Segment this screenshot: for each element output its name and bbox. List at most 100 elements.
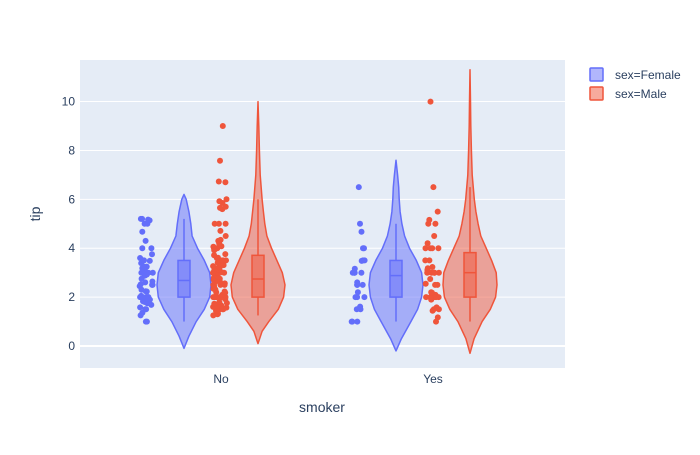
data-point: [223, 304, 230, 311]
data-point: [358, 228, 365, 235]
data-point: [427, 98, 434, 105]
data-point: [222, 179, 229, 186]
data-point: [148, 245, 155, 252]
data-point: [145, 216, 152, 223]
data-point: [424, 265, 431, 272]
data-point: [217, 236, 224, 243]
legend-swatch: [589, 67, 604, 82]
data-point: [211, 300, 218, 307]
data-point: [216, 198, 223, 205]
data-point: [212, 293, 219, 300]
data-point: [222, 220, 229, 227]
data-point: [222, 251, 229, 258]
data-point: [424, 240, 431, 247]
data-point: [139, 215, 146, 222]
data-point: [361, 294, 368, 301]
data-point: [430, 184, 437, 191]
data-point: [434, 208, 441, 215]
data-point: [146, 257, 153, 264]
data-point: [426, 257, 433, 264]
data-point: [360, 245, 366, 252]
data-point: [434, 314, 441, 321]
data-point: [427, 245, 434, 252]
data-point: [215, 220, 222, 227]
data-point: [435, 269, 442, 276]
data-point: [210, 263, 217, 270]
data-point: [429, 264, 436, 270]
data-point: [141, 220, 148, 227]
data-point: [433, 304, 440, 311]
data-point: [142, 237, 149, 244]
data-point: [432, 281, 439, 288]
box-iqr: [177, 259, 191, 298]
legend[interactable]: sex=Female sex=Male: [589, 67, 681, 101]
data-point: [215, 178, 222, 185]
data-point: [143, 306, 150, 313]
data-point: [138, 292, 145, 299]
data-point: [351, 265, 358, 272]
data-point: [137, 255, 144, 261]
x-tick-label: Yes: [423, 372, 443, 386]
data-point: [217, 157, 223, 164]
data-point: [357, 303, 364, 310]
data-point: [217, 227, 224, 234]
data-point: [137, 281, 144, 288]
data-point: [210, 243, 217, 250]
y-tick-label: 0: [68, 339, 75, 353]
legend-label: sex=Female: [615, 68, 681, 82]
data-point: [431, 233, 438, 239]
x-tick-label: No: [213, 372, 229, 386]
y-tick-label: 8: [68, 143, 75, 157]
data-point: [423, 294, 430, 301]
data-point: [431, 269, 438, 276]
data-point: [348, 318, 355, 325]
data-point: [149, 278, 156, 285]
data-point: [139, 228, 146, 235]
data-point: [432, 220, 439, 227]
data-point: [422, 257, 429, 264]
y-tick-label: 10: [62, 95, 76, 109]
data-point: [354, 294, 361, 301]
data-point: [422, 280, 429, 287]
data-point: [149, 251, 155, 258]
y-tick-label: 4: [68, 241, 75, 255]
data-point: [422, 245, 429, 252]
data-point: [354, 318, 361, 325]
data-point: [354, 279, 361, 286]
data-point: [211, 252, 218, 259]
box-iqr: [389, 259, 403, 298]
data-point: [359, 281, 366, 288]
data-point: [355, 184, 362, 191]
data-point: [428, 289, 435, 296]
data-point: [358, 269, 365, 276]
data-point: [219, 123, 226, 129]
data-point: [357, 220, 363, 227]
data-point: [354, 289, 361, 296]
plot-background: [80, 60, 565, 368]
legend-swatch: [589, 86, 604, 101]
box-iqr: [251, 254, 265, 298]
legend-label: sex=Male: [615, 87, 667, 101]
data-point: [361, 257, 368, 264]
y-axis-title: tip: [27, 206, 43, 221]
y-tick-label: 2: [68, 290, 75, 304]
box-iqr: [463, 251, 477, 298]
data-point: [426, 216, 433, 223]
data-point: [221, 280, 228, 287]
data-point: [139, 245, 146, 252]
data-point: [435, 245, 442, 252]
data-point: [222, 233, 229, 239]
data-point: [221, 288, 228, 295]
data-point: [143, 318, 150, 325]
data-point: [427, 276, 434, 282]
data-point: [217, 204, 223, 211]
data-point: [223, 196, 230, 203]
chart-marks: [136, 69, 498, 355]
data-point: [433, 294, 439, 301]
data-point: [149, 269, 156, 276]
x-axis-title: smoker: [299, 399, 345, 415]
y-tick-label: 6: [68, 192, 75, 206]
data-point: [211, 220, 218, 227]
data-point: [216, 299, 223, 305]
